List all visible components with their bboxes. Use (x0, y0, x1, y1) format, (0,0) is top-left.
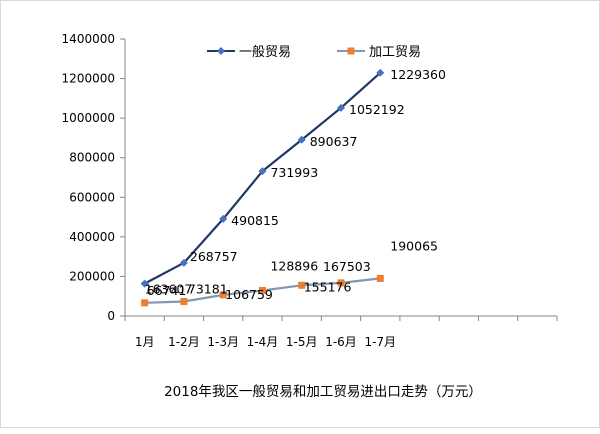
data-label: 73181 (188, 282, 228, 297)
series-group (140, 68, 385, 307)
data-point-diamond (258, 167, 267, 176)
data-label: 1052192 (349, 102, 405, 117)
data-point-diamond (219, 214, 228, 223)
data-point-square (258, 286, 266, 294)
data-label: 128896 (270, 258, 318, 273)
data-label: 155176 (304, 279, 352, 294)
data-label: 66741 (147, 283, 187, 298)
x-tick-label: 1-7月 (364, 335, 396, 349)
y-tick-label: 800000 (69, 151, 115, 165)
axes (124, 39, 557, 317)
legend-item-2: 加工贸易 (337, 45, 421, 60)
y-tick-label: 1000000 (62, 111, 115, 125)
data-point-square (376, 274, 384, 282)
y-tick-label: 200000 (69, 269, 115, 283)
data-point-diamond (140, 279, 149, 288)
data-point-square (298, 281, 306, 289)
x-tick-label: 1月 (135, 335, 155, 349)
data-label: 163607 (145, 282, 193, 297)
data-point-diamond (179, 258, 188, 267)
x-tick-label: 1-6月 (325, 335, 357, 349)
data-point-diamond (337, 103, 345, 112)
data-label: 731993 (270, 165, 318, 180)
data-label: 268757 (190, 249, 238, 264)
data-label: 1229360 (390, 67, 446, 82)
data-labels: 163607 268757 490815 731993 890637 1052192 122… (145, 67, 446, 302)
data-point-square (219, 291, 227, 299)
y-tick-label: 400000 (69, 230, 115, 244)
legend-item-1: 一般贸易 (207, 44, 291, 60)
data-point-square (337, 279, 345, 287)
data-label: 106759 (225, 287, 273, 302)
legend-label: 加工贸易 (369, 45, 421, 60)
y-tick-label: 1200000 (62, 72, 115, 86)
data-label: 167503 (323, 259, 371, 274)
data-point-diamond (297, 135, 306, 144)
data-label: 490815 (231, 213, 279, 228)
data-point-diamond (376, 68, 385, 77)
x-axis-ticks: 1月 1-2月 1-3月 1-4月 1-5月 1-6月 1-7月 (124, 316, 558, 349)
x-tick-label: 1-2月 (168, 335, 200, 349)
data-point-square (180, 298, 188, 306)
legend: 一般贸易 加工贸易 (207, 44, 421, 60)
x-tick-label: 1-4月 (247, 335, 279, 349)
y-tick-label: 1400000 (62, 32, 115, 46)
legend-marker (217, 47, 225, 55)
x-tick-label: 1-3月 (207, 335, 239, 349)
data-label: 190065 (390, 238, 438, 253)
y-tick-label: 600000 (69, 190, 115, 204)
y-tick-label: 0 (107, 309, 115, 323)
legend-label: 一般贸易 (239, 44, 291, 60)
chart-title: 2018年我区一般贸易和加工贸易进出口走势（万元） (164, 384, 482, 400)
data-point-square (141, 299, 149, 307)
series-line-1 (144, 71, 382, 285)
legend-marker (347, 47, 355, 55)
x-tick-label: 1-5月 (286, 335, 318, 349)
data-label: 890637 (310, 134, 358, 149)
y-axis-ticks: 0 200000 400000 600000 800000 1000000 1200000 1… (62, 32, 125, 323)
